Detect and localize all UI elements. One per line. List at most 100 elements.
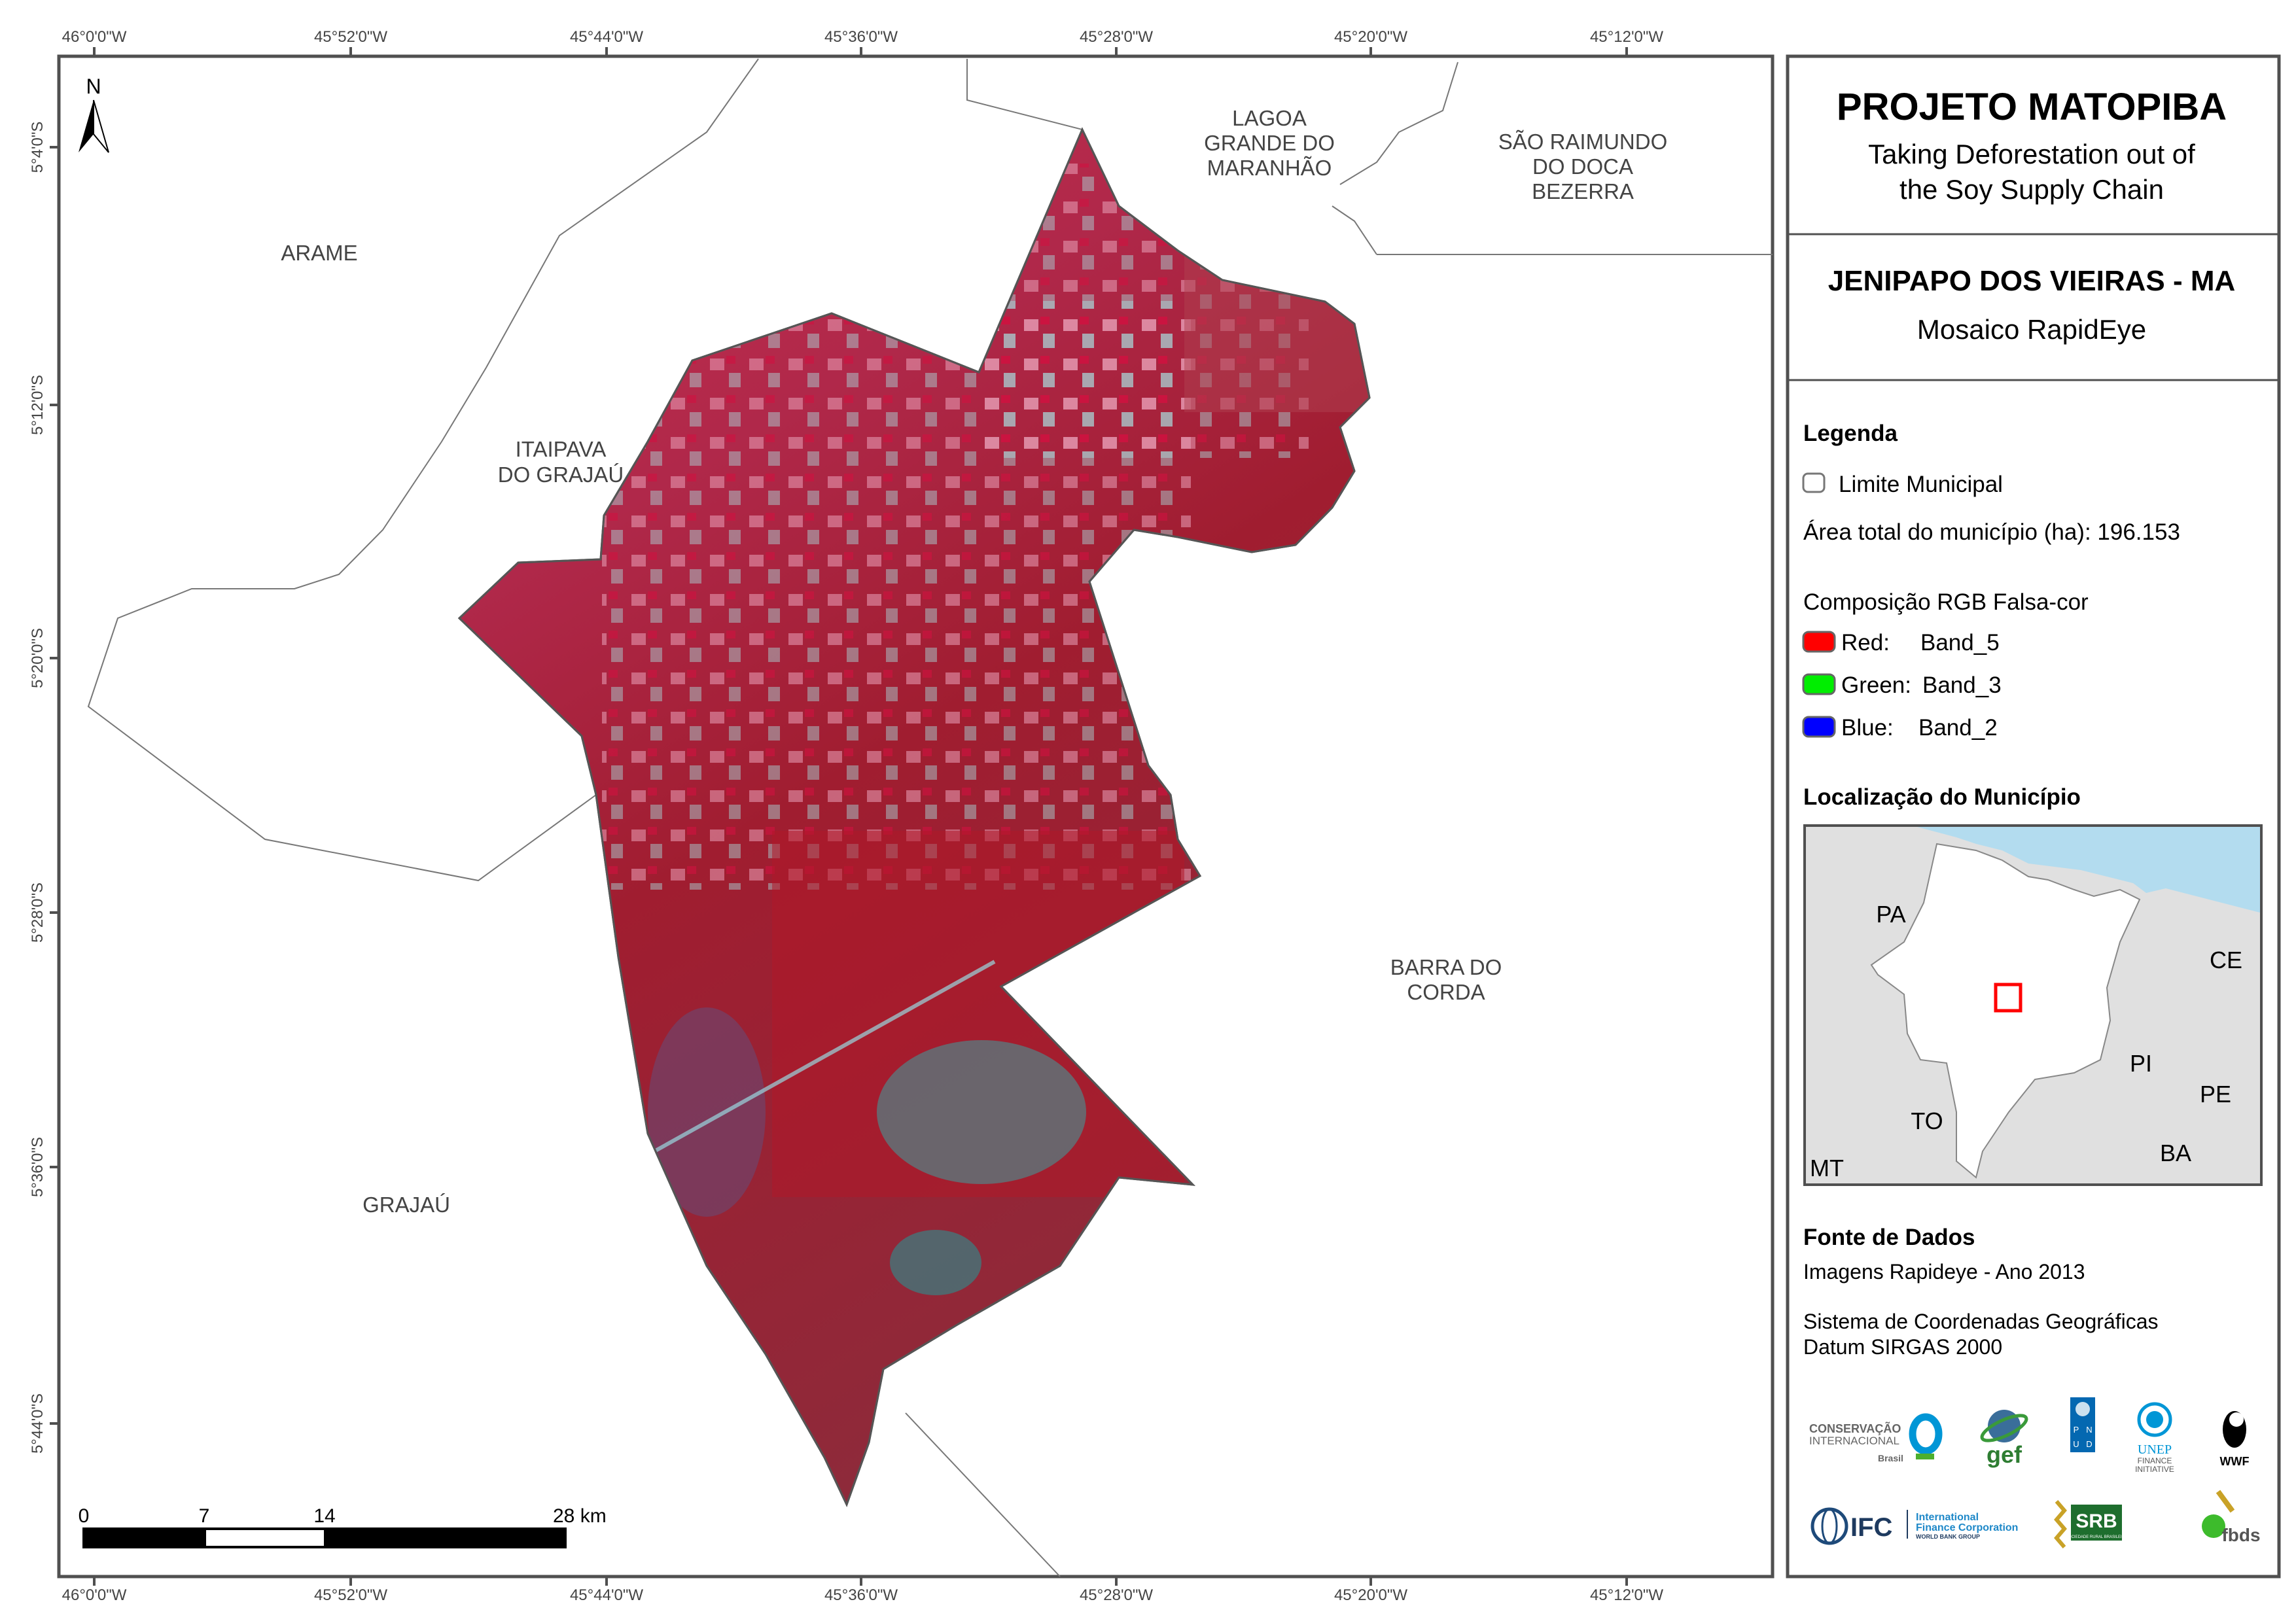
municipal-boundary-outline [457,127,1371,1507]
blue-band-swatch [1802,716,1836,738]
logo-text: Finance Corporation [1916,1522,2018,1533]
scale-label: 0 [79,1505,90,1527]
scale-bar: 0 7 14 28 km [79,1505,607,1548]
logo-text: fbds [2221,1525,2260,1545]
logo-gef: gef [1980,1410,2028,1468]
logo-conservacao-internacional: CONSERVAÇÃO INTERNACIONAL Brasil [1809,1413,1943,1463]
mosaic-subtitle: Mosaico RapidEye [1917,314,2146,345]
project-subtitle-1: Taking Deforestation out of [1868,139,2195,169]
red-band-swatch [1802,631,1836,653]
blue-band: Band_2 [1918,715,1998,741]
state-label: BA [2160,1140,2191,1166]
bottom-tick-labels: 46°0'0"W 45°52'0"W 45°44'0"W 45°36'0"W 4… [62,1586,1664,1604]
state-label: TO [1911,1108,1943,1134]
state-label: PA [1876,901,1905,928]
logo-text: SRB [2075,1510,2117,1532]
logo-text: P [2074,1425,2079,1435]
label-sao-raimundo-3: BEZERRA [1532,179,1634,203]
tick-label: 45°28'0"W [1080,28,1153,46]
graticule [50,47,1628,1586]
boundary-swatch [1802,472,1826,493]
neighbor-boundaries [87,58,1773,1577]
logo-text: International [1916,1512,1979,1523]
tick-label: 5°12'0"S [29,375,46,435]
project-title: PROJETO MATOPIBA [1837,86,2227,128]
logo-text: IFC [1850,1513,1892,1542]
scale-label: 28 km [553,1505,607,1527]
tick-label: 45°12'0"W [1590,1586,1663,1604]
logo-text: INITIATIVE [2135,1465,2174,1474]
sources-images: Imagens Rapideye - Ano 2013 [1803,1260,2085,1283]
municipality-title: JENIPAPO DOS VIEIRAS - MA [1828,265,2236,297]
tick-label: 45°44'0"W [570,1586,643,1604]
tick-label: 45°12'0"W [1590,28,1663,46]
sources-heading: Fonte de Dados [1803,1225,1975,1250]
tick-label: 45°20'0"W [1334,1586,1407,1604]
label-lagoa-2: GRANDE DO [1204,131,1335,155]
state-label: CE [2210,947,2242,973]
sources-datum: Datum SIRGAS 2000 [1803,1335,2002,1359]
tick-label: 45°36'0"W [824,1586,898,1604]
project-subtitle-2: the Soy Supply Chain [1899,174,2164,205]
north-arrow-icon: N [79,75,109,153]
label-barra-2: CORDA [1407,980,1485,1004]
green-channel: Green: [1841,672,1911,698]
legend-composition: Composição RGB Falsa-cor [1803,589,2089,615]
tick-label: 5°20'0"S [29,628,46,688]
scale-label: 7 [199,1505,210,1527]
logo-text: Brasil [1878,1453,1903,1463]
logo-text: UNEP [2138,1442,2172,1457]
municipality-marker [1994,983,2022,1013]
logo-text: WORLD BANK GROUP [1916,1533,1980,1540]
legend-boundary: Limite Municipal [1839,472,2003,497]
tick-label: 45°28'0"W [1080,1586,1153,1604]
label-arame: ARAME [281,241,357,265]
tick-label: 5°44'0"S [29,1393,46,1454]
tick-label: 45°20'0"W [1334,28,1407,46]
label-barra-1: BARRA DO [1390,955,1502,979]
logo-text: FINANCE [2138,1456,2172,1465]
tick-label: 46°0'0"W [62,1586,127,1604]
state-label: MT [1810,1155,1844,1181]
state-label: PI [2130,1050,2152,1077]
place-labels: ARAME ITAIPAVA DO GRAJAÚ LAGOA GRANDE DO… [281,106,1667,1217]
location-heading: Localização do Município [1803,784,2081,810]
label-sao-raimundo-2: DO DOCA [1532,154,1633,179]
label-sao-raimundo-1: SÃO RAIMUNDO [1498,130,1668,154]
logo-unep-fi: UNEP FINANCE INITIATIVE [2135,1402,2174,1474]
logo-text: CONSERVAÇÃO [1809,1422,1901,1435]
tick-label: 5°36'0"S [29,1137,46,1197]
legend-heading: Legenda [1803,421,1898,446]
label-lagoa-1: LAGOA [1232,106,1307,130]
top-tick-labels: 46°0'0"W 45°52'0"W 45°44'0"W 45°36'0"W 4… [62,28,1664,46]
left-tick-labels: 5°4'0"S 5°12'0"S 5°20'0"S 5°28'0"S 5°36'… [29,122,46,1454]
logo-text: INTERNACIONAL [1809,1435,1899,1447]
tick-label: 5°28'0"S [29,882,46,943]
logo-wwf: WWF [2220,1411,2250,1468]
label-itaipava-1: ITAIPAVA [516,437,607,461]
logo-fbds: fbds [2202,1490,2261,1545]
green-band-swatch [1802,673,1836,695]
logo-ifc: IFC International Finance Corporation WO… [1810,1507,2018,1545]
logo-text: gef [1987,1441,2022,1468]
green-band: Band_3 [1922,672,2002,698]
tick-label: 45°52'0"W [314,1586,387,1604]
north-label: N [86,75,101,98]
logo-pnud: P N U D [2070,1397,2095,1452]
tick-label: 46°0'0"W [62,28,127,46]
scale-label: 14 [313,1505,335,1527]
tick-label: 45°52'0"W [314,28,387,46]
red-channel: Red: [1841,630,1890,655]
logo-text: SOCIEDADE RURAL BRASILEIRA [2066,1535,2127,1539]
logo-text: U [2073,1439,2079,1449]
blue-channel: Blue: [1841,715,1894,741]
tick-label: 45°44'0"W [570,28,643,46]
logo-text: WWF [2220,1455,2250,1468]
red-band: Band_5 [1920,630,2000,655]
label-lagoa-3: MARANHÃO [1207,156,1332,180]
label-grajau: GRAJAÚ [362,1193,450,1217]
info-panel: PROJETO MATOPIBA Taking Deforestation ou… [1786,54,2281,1579]
state-label: PE [2200,1081,2231,1108]
label-itaipava-2: DO GRAJAÚ [498,462,624,487]
location-inset-map: PA CE PI PE TO BA MT [1803,824,2263,1186]
